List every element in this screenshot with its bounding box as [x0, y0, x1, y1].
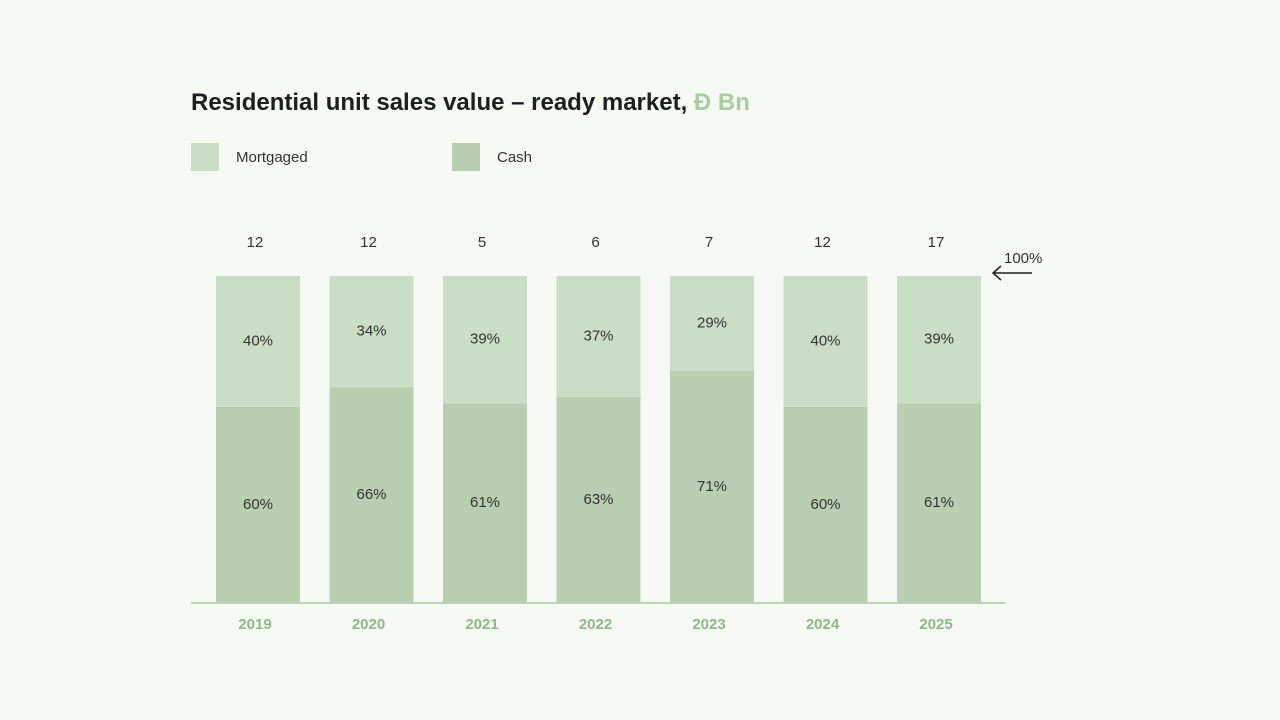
bar-segment [670, 370, 754, 603]
value-label: 29% [697, 314, 727, 331]
bar-segment [443, 403, 527, 603]
x-tick-label: 2020 [352, 616, 385, 633]
value-label: 40% [810, 332, 840, 349]
value-label: 61% [470, 494, 500, 511]
legend-label: Mortgaged [236, 149, 308, 166]
total-label: 7 [705, 234, 713, 251]
value-label: 60% [243, 496, 273, 513]
total-label: 12 [360, 234, 377, 251]
value-label: 39% [470, 331, 500, 348]
x-tick-label: 2024 [806, 616, 840, 633]
bar-segment [783, 276, 868, 407]
bar-segment [329, 387, 414, 603]
value-label: 34% [356, 323, 386, 340]
value-label: 66% [356, 486, 386, 503]
total-label: 5 [478, 234, 486, 251]
annotation-arrow [991, 265, 1032, 281]
x-tick-label: 2022 [579, 616, 612, 633]
bar-segment [556, 276, 641, 397]
total-label: 12 [814, 234, 831, 251]
bar-segment [556, 396, 641, 603]
legend-label: Cash [497, 149, 532, 166]
total-label: 12 [247, 234, 264, 251]
value-label: 40% [243, 332, 273, 349]
x-tick-label: 2025 [919, 616, 952, 633]
value-label: 63% [583, 491, 613, 508]
chart-title: Residential unit sales value – ready mar… [191, 89, 750, 116]
bar-segment [783, 406, 868, 603]
value-label: 39% [924, 331, 954, 348]
value-label: 60% [810, 496, 840, 513]
bar-segment [329, 276, 414, 388]
title-main: Residential unit sales value – ready mar… [191, 89, 687, 116]
x-tick-label: 2021 [465, 616, 498, 633]
x-tick-label: 2019 [238, 616, 271, 633]
value-label: 71% [697, 478, 727, 495]
bar-segment [443, 276, 527, 404]
total-label: 17 [928, 234, 945, 251]
annotation: 100% [1004, 250, 1042, 267]
bar-segment [216, 406, 300, 603]
bar-segment [897, 403, 981, 603]
legend-swatch [191, 143, 219, 171]
total-label: 6 [591, 234, 599, 251]
x-tick-label: 2023 [692, 616, 725, 633]
bar-segment [897, 276, 981, 404]
legend-swatch [452, 143, 480, 171]
title-unit: Đ Bn [694, 89, 750, 116]
bar-segment [670, 276, 754, 371]
value-label: 37% [583, 327, 613, 344]
bar-segment [216, 276, 300, 407]
value-label: 61% [924, 494, 954, 511]
